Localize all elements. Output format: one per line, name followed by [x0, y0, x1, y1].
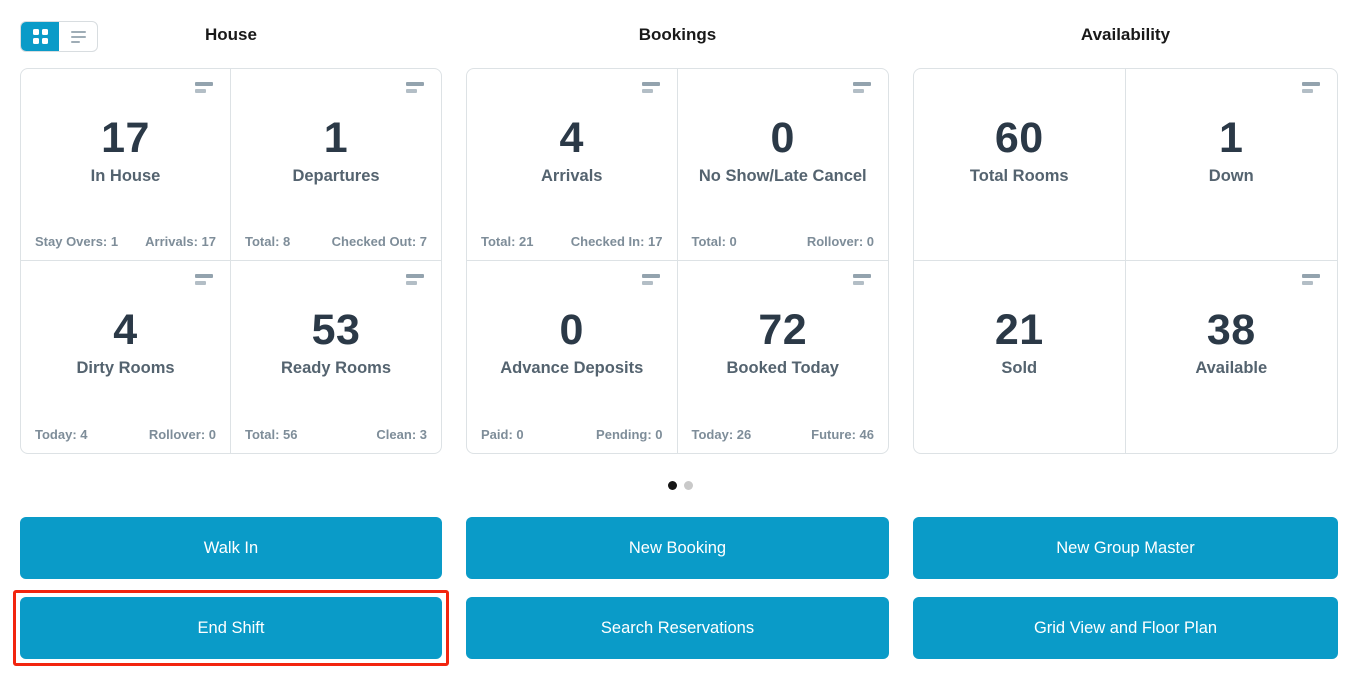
- card-footer-right: Checked Out: 7: [331, 234, 427, 249]
- card-label: Ready Rooms: [280, 359, 392, 378]
- grid-view-toggle-button[interactable]: [21, 22, 59, 51]
- card-value: 0: [770, 114, 795, 162]
- card-footer-right: Future: 46: [811, 427, 874, 442]
- card-label: Sold: [1001, 359, 1038, 378]
- card-footer-left: Total: 8: [245, 234, 291, 249]
- card-menu-icon[interactable]: [1302, 82, 1320, 93]
- card-menu-icon[interactable]: [641, 274, 660, 285]
- card-down[interactable]: 1 Down: [1125, 69, 1337, 261]
- list-view-icon: [70, 30, 86, 43]
- pagination-dot-1[interactable]: [668, 481, 677, 490]
- card-ready-rooms[interactable]: 53 Ready Rooms Total: 56 Clean: 3: [231, 261, 441, 453]
- action-buttons: Walk In New Booking New Group Master End…: [13, 517, 1338, 666]
- card-footer-right: Clean: 3: [376, 427, 427, 442]
- card-value: 1: [323, 114, 349, 162]
- card-footer-right: Arrivals: 17: [145, 234, 216, 249]
- walk-in-button[interactable]: Walk In: [20, 517, 442, 579]
- new-booking-button[interactable]: New Booking: [466, 517, 889, 579]
- card-menu-icon[interactable]: [195, 82, 213, 93]
- end-shift-highlight-outline: End Shift: [13, 590, 449, 666]
- end-shift-button[interactable]: End Shift: [20, 597, 442, 659]
- card-value: 38: [1206, 306, 1256, 354]
- card-footer-left: Total: 56: [245, 427, 298, 442]
- card-value: 17: [101, 114, 150, 162]
- grid-view-floor-plan-button[interactable]: Grid View and Floor Plan: [913, 597, 1338, 659]
- card-value: 0: [559, 306, 584, 354]
- card-label: Advance Deposits: [500, 359, 644, 378]
- card-booked-today[interactable]: 72 Booked Today Today: 26 Future: 46: [678, 261, 889, 453]
- view-mode-toggle[interactable]: [20, 21, 98, 52]
- card-sold[interactable]: 21 Sold: [914, 261, 1126, 453]
- card-value: 53: [311, 306, 361, 354]
- card-menu-icon[interactable]: [853, 82, 871, 93]
- card-menu-icon[interactable]: [853, 274, 871, 285]
- section-bookings: 4 Arrivals Total: 21 Checked In: 17 0 No…: [466, 68, 889, 454]
- card-footer-left: Paid: 0: [481, 427, 524, 442]
- card-available[interactable]: 38 Available: [1126, 261, 1338, 453]
- card-label: Booked Today: [726, 359, 839, 378]
- card-label: In House: [90, 167, 161, 186]
- card-label: Down: [1208, 167, 1254, 186]
- card-total-rooms[interactable]: 60 Total Rooms: [914, 69, 1126, 261]
- section-house: 17 In House Stay Overs: 1 Arrivals: 17 1…: [20, 68, 442, 454]
- card-value: 4: [113, 306, 138, 354]
- card-label: Total Rooms: [969, 167, 1069, 186]
- card-footer-left: Today: 26: [691, 427, 752, 442]
- dashboard-header: House Bookings Availability: [20, 0, 1338, 68]
- card-footer-right: Rollover: 0: [806, 234, 874, 249]
- card-menu-icon[interactable]: [1302, 274, 1320, 285]
- card-departures[interactable]: 1 Departures Total: 8 Checked Out: 7: [231, 69, 441, 261]
- card-menu-icon[interactable]: [406, 82, 424, 93]
- card-label: Available: [1195, 359, 1268, 378]
- card-menu-icon[interactable]: [641, 82, 660, 93]
- card-footer-left: Total: 21: [481, 234, 534, 249]
- card-label: Dirty Rooms: [76, 359, 175, 378]
- card-dirty-rooms[interactable]: 4 Dirty Rooms Today: 4 Rollover: 0: [21, 261, 231, 453]
- card-label: Arrivals: [541, 167, 603, 186]
- card-advance-deposits[interactable]: 0 Advance Deposits Paid: 0 Pending: 0: [467, 261, 678, 453]
- card-footer-left: Today: 4: [35, 427, 88, 442]
- card-footer-left: Total: 0: [691, 234, 737, 249]
- card-value: 72: [758, 306, 808, 354]
- search-reservations-button[interactable]: Search Reservations: [466, 597, 889, 659]
- new-group-master-button[interactable]: New Group Master: [913, 517, 1338, 579]
- card-value: 1: [1219, 114, 1244, 162]
- card-footer-right: Rollover: 0: [148, 427, 216, 442]
- card-value: 4: [559, 114, 584, 162]
- card-footer-right: Pending: 0: [596, 427, 663, 442]
- card-value: 60: [994, 114, 1044, 162]
- stat-sections: 17 In House Stay Overs: 1 Arrivals: 17 1…: [20, 68, 1338, 454]
- card-menu-icon[interactable]: [406, 274, 424, 285]
- card-label: Departures: [292, 167, 380, 186]
- card-menu-icon[interactable]: [195, 274, 213, 285]
- card-in-house[interactable]: 17 In House Stay Overs: 1 Arrivals: 17: [21, 69, 231, 261]
- carousel-pagination: [0, 454, 1361, 517]
- card-label: No Show/Late Cancel: [698, 167, 867, 186]
- card-footer-right: Checked In: 17: [570, 234, 663, 249]
- pagination-dot-2[interactable]: [684, 481, 693, 490]
- section-title-availability: Availability: [1080, 25, 1171, 44]
- card-footer-left: Stay Overs: 1: [35, 234, 119, 249]
- section-title-house: House: [205, 25, 257, 44]
- card-no-show-late-cancel[interactable]: 0 No Show/Late Cancel Total: 0 Rollover:…: [677, 69, 888, 261]
- section-title-bookings: Bookings: [638, 25, 717, 44]
- card-arrivals[interactable]: 4 Arrivals Total: 21 Checked In: 17: [467, 69, 678, 261]
- list-view-toggle-button[interactable]: [59, 22, 97, 51]
- section-availability: 60 Total Rooms 1 Down 21 Sold 38 Availab…: [913, 68, 1338, 454]
- grid-view-icon: [32, 29, 48, 44]
- card-value: 21: [994, 306, 1044, 354]
